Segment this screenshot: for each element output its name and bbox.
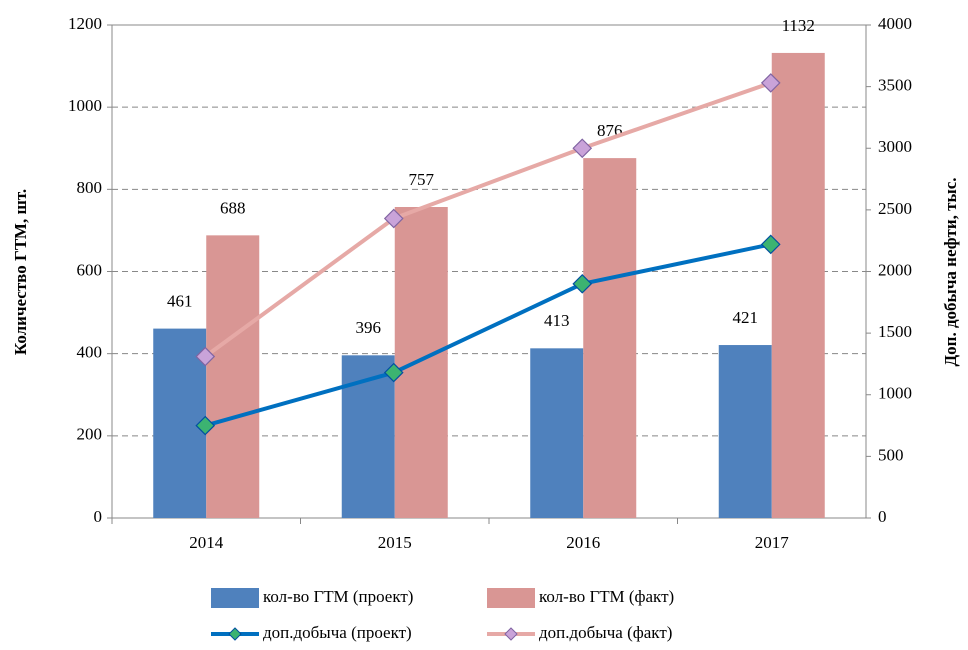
y2-tick-label: 3500 — [878, 76, 912, 95]
marker — [760, 73, 781, 93]
marker — [195, 415, 216, 436]
y2-tick-label: 0 — [878, 507, 887, 526]
bar — [394, 206, 448, 519]
line — [204, 81, 772, 359]
bar — [583, 158, 637, 519]
y2-tick-label: 2000 — [878, 260, 912, 279]
marker — [760, 234, 781, 255]
value-label: 461 — [167, 292, 193, 311]
y-tick-label: 800 — [77, 178, 103, 197]
bar — [771, 52, 825, 518]
legend-label: кол-во ГТМ (факт) — [539, 587, 674, 606]
x-tick-label: 2017 — [755, 533, 790, 552]
y2-tick-label: 1000 — [878, 384, 912, 403]
bar — [341, 355, 395, 518]
y-axis-title: Количество ГТМ, шт. — [11, 189, 30, 355]
value-label: 413 — [544, 311, 570, 330]
value-label: 688 — [220, 198, 246, 217]
line — [204, 242, 772, 428]
y-tick-label: 600 — [77, 260, 103, 279]
marker — [572, 273, 593, 294]
bar — [718, 345, 772, 518]
marker — [383, 362, 404, 383]
y-tick-label: 400 — [77, 343, 103, 362]
x-tick-label: 2014 — [189, 533, 224, 552]
y2-tick-label: 1500 — [878, 322, 912, 341]
y2-tick-label: 500 — [878, 445, 904, 464]
y2-axis-title: Доп. добыча нефти, тыс. — [941, 177, 960, 366]
marker — [195, 346, 216, 367]
y2-tick-label: 2500 — [878, 199, 912, 218]
marker — [383, 208, 404, 229]
legend-marker — [228, 627, 242, 641]
value-label: 421 — [733, 308, 759, 327]
y-tick-label: 0 — [94, 507, 103, 526]
y-tick-label: 1200 — [68, 14, 102, 33]
legend-label: кол-во ГТМ (проект) — [263, 587, 413, 606]
bar — [530, 348, 584, 518]
x-tick-label: 2015 — [378, 533, 412, 552]
legend-swatch — [487, 588, 535, 608]
value-label: 396 — [356, 318, 382, 337]
legend-label: доп.добыча (проект) — [263, 623, 412, 642]
value-label: 757 — [409, 170, 435, 189]
x-tick-label: 2016 — [566, 533, 600, 552]
y2-tick-label: 3000 — [878, 137, 912, 156]
bar — [206, 235, 260, 518]
marker — [572, 138, 593, 159]
value-label: 1132 — [782, 16, 815, 35]
legend-label: доп.добыча (факт) — [539, 623, 672, 642]
y-tick-label: 1000 — [68, 96, 102, 115]
legend-marker — [504, 627, 518, 641]
y-tick-label: 200 — [77, 425, 103, 444]
bar — [153, 328, 207, 518]
y2-tick-label: 4000 — [878, 14, 912, 33]
legend-swatch — [211, 588, 259, 608]
